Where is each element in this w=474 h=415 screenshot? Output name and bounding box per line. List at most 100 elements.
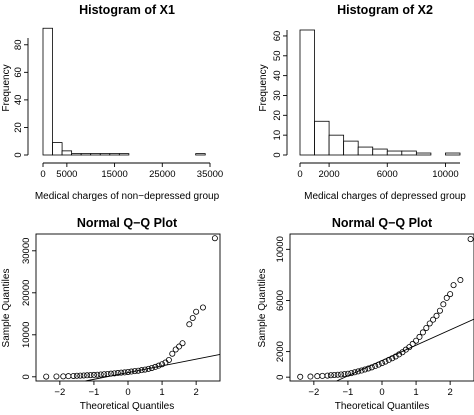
histogram-bar — [195, 153, 206, 156]
x-tick-label: −2 — [308, 387, 319, 398]
y-ticks: 0 20 40 60 80 — [13, 39, 28, 158]
qq-point — [70, 372, 77, 379]
x-tick-label: 2 — [193, 387, 198, 398]
x-tick-label: 6000 — [377, 169, 398, 180]
y-tick-label: 6000 — [275, 290, 286, 311]
qq-point — [60, 373, 67, 380]
qq-point — [348, 370, 355, 377]
qq-point — [358, 367, 365, 374]
y-tick-label: 10000 — [275, 236, 286, 262]
chart-title: Histogram of X1 — [79, 3, 175, 17]
histogram-bar — [118, 153, 130, 156]
qq-point — [327, 372, 334, 379]
x-ticks: −2 −1 0 1 2 — [308, 381, 453, 398]
histogram-bar — [372, 148, 388, 156]
plot-frame — [35, 233, 221, 382]
qq-point — [145, 365, 152, 372]
x-tick-label: 1 — [159, 387, 164, 398]
qq-point — [189, 314, 196, 321]
panel-hist-x2: Histogram of X2 Frequency Medical charge… — [258, 3, 466, 202]
x-tick-label: 2 — [447, 387, 452, 398]
qq-point — [307, 373, 314, 380]
x-tick-label: 35000 — [197, 169, 223, 180]
qq-point — [152, 363, 159, 370]
qq-point — [351, 369, 358, 376]
y-tick-label: 20 — [272, 110, 283, 121]
histogram-bar — [415, 152, 432, 156]
histogram-bar — [80, 153, 92, 156]
histogram-bar — [109, 153, 120, 156]
x-tick-label: 1 — [413, 387, 418, 398]
qq-point — [118, 369, 125, 376]
qq-point — [111, 370, 118, 377]
qq-point — [80, 372, 87, 379]
qq-point — [467, 236, 474, 243]
histogram-bar — [90, 153, 101, 156]
histogram-bar — [42, 27, 53, 156]
qq-point — [409, 340, 416, 347]
y-axis-label: Sample Quantiles — [1, 269, 12, 348]
x-axis-label: Medical charges of non−depressed group — [35, 191, 220, 202]
y-ticks: 0 10 20 30 40 50 60 — [272, 31, 287, 158]
y-tick-label: 10 — [272, 130, 283, 141]
qq-point — [131, 368, 138, 375]
qq-point — [97, 371, 104, 378]
bar-group — [42, 27, 206, 156]
y-tick-label: 0 — [272, 152, 283, 157]
histogram-bar — [357, 146, 374, 156]
qq-point — [43, 373, 50, 380]
x-tick-label: −2 — [54, 387, 65, 398]
qq-point — [104, 370, 111, 377]
qq-point — [389, 355, 396, 362]
y-axis-label: Sample Quantiles — [257, 269, 268, 348]
y-tick-label: 60 — [13, 67, 24, 78]
qq-point — [365, 365, 372, 372]
point-group — [43, 235, 218, 380]
y-tick-label: 50 — [272, 51, 283, 62]
y-ticks: 0 10000 20000 30000 — [21, 238, 36, 379]
qq-point — [155, 362, 162, 369]
qq-point — [450, 282, 457, 289]
qq-point — [297, 373, 304, 380]
qq-point — [84, 372, 91, 379]
panel-qq-right: Normal Q−Q Plot Sample Quantiles Theoret… — [257, 216, 474, 412]
qq-point — [172, 346, 179, 353]
qq-point — [121, 369, 128, 376]
qq-point — [186, 321, 193, 328]
qq-point — [406, 344, 413, 351]
x-ticks: −2 −1 0 1 2 — [54, 381, 199, 398]
y-ticks: 0 2000 6000 10000 — [275, 236, 290, 380]
qq-point — [148, 364, 155, 371]
histogram-bar — [61, 150, 73, 156]
histogram-bar — [328, 134, 345, 156]
y-axis-label: Frequency — [1, 64, 12, 111]
qq-point — [344, 370, 351, 377]
histogram-bar — [99, 153, 111, 156]
chart-title: Normal Q−Q Plot — [77, 216, 178, 230]
qq-point — [338, 371, 345, 378]
qq-point — [426, 320, 433, 327]
qq-point — [443, 294, 450, 301]
qq-point — [73, 372, 80, 379]
reference-line — [336, 318, 474, 382]
x-tick-label: 0 — [297, 169, 302, 180]
qq-point — [159, 361, 166, 368]
qq-point — [416, 333, 423, 340]
qq-point — [324, 372, 331, 379]
qq-point — [193, 308, 200, 315]
qq-point — [169, 350, 176, 357]
histogram-bar — [343, 140, 359, 156]
qq-point — [436, 307, 443, 314]
qq-point — [341, 371, 348, 378]
y-tick-label: 40 — [272, 70, 283, 81]
qq-point — [423, 324, 430, 331]
x-tick-label: 25000 — [149, 169, 175, 180]
qq-point — [457, 277, 464, 284]
qq-point — [392, 353, 399, 360]
qq-point — [101, 371, 108, 378]
bar-group — [299, 29, 461, 156]
qq-point — [138, 367, 145, 374]
qq-point — [128, 368, 135, 375]
chart-title: Histogram of X2 — [337, 3, 433, 17]
qq-point — [355, 368, 362, 375]
